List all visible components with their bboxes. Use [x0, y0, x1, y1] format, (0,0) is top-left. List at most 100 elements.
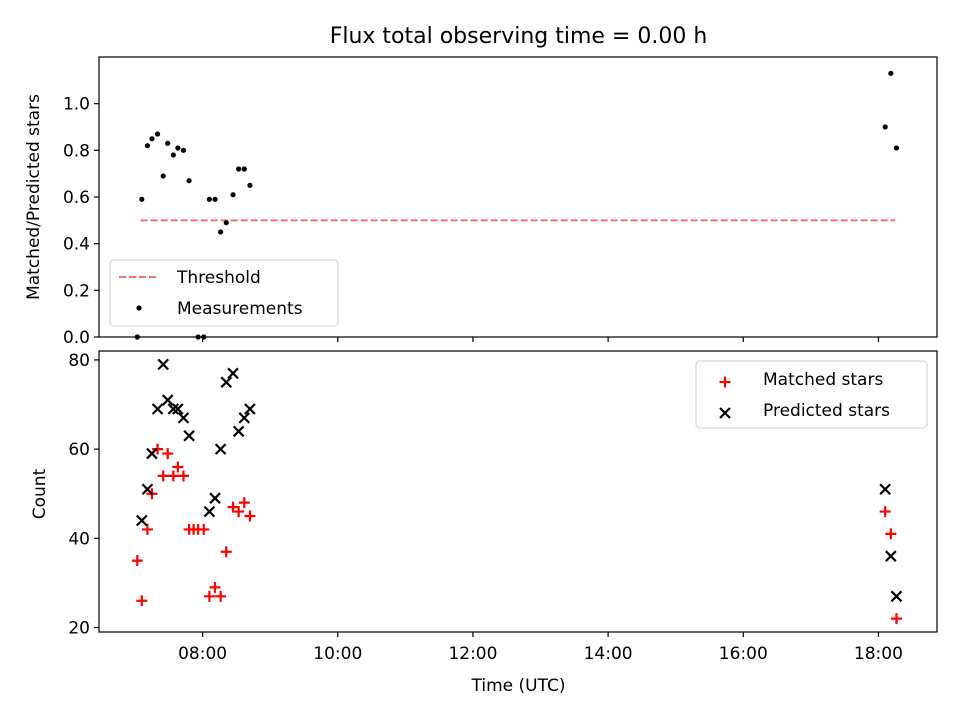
measurements-point	[139, 196, 145, 202]
matched-stars-point	[203, 590, 215, 602]
legend-matched-stars-swatch	[719, 376, 731, 388]
legend: Matched stars Predicted stars	[695, 360, 928, 429]
predicted-stars-point	[227, 367, 239, 380]
x-tick-label: 12:00	[448, 644, 497, 664]
matched-stars-point	[152, 443, 164, 455]
matched-stars-point	[131, 555, 143, 567]
matched-stars-point	[136, 595, 148, 607]
predicted-stars-point	[220, 376, 233, 388]
measurements-point	[212, 196, 218, 202]
predicted-stars-point	[146, 447, 158, 460]
y-tick-label: 0.0	[63, 328, 90, 348]
plot-area-frame	[98, 350, 938, 633]
matched-stars-point	[227, 501, 239, 513]
matched-stars-point	[198, 523, 210, 535]
measurements-point	[230, 192, 236, 198]
measurements-point	[206, 196, 212, 202]
measurements-point	[149, 136, 155, 142]
legend-measurements-swatch	[136, 305, 142, 311]
predicted-stars-point	[141, 483, 154, 496]
measurements-point	[223, 220, 229, 226]
x-tick-label: 14:00	[584, 644, 633, 664]
matched-stars-point	[890, 613, 902, 625]
y-tick-label: 80	[68, 351, 90, 371]
y-tick-label: 60	[68, 440, 90, 460]
predicted-stars-point	[244, 403, 256, 415]
count-panel-y-label: Count	[30, 468, 50, 519]
measurements-point	[160, 173, 166, 179]
x-axis-label: Time (UTC)	[471, 676, 566, 696]
measurements-point	[134, 334, 140, 340]
y-tick-label: 20	[68, 619, 90, 639]
legend-box	[695, 360, 928, 429]
y-tick-label: 0.6	[63, 188, 90, 208]
predicted-stars-point	[238, 412, 251, 424]
y-tick-label: 0.8	[63, 141, 90, 161]
predicted-stars-point	[167, 403, 180, 415]
legend-predicted-stars-label: Predicted stars	[763, 401, 890, 421]
measurements-point	[888, 70, 894, 76]
measurements-point	[154, 131, 161, 137]
legend-threshold-label: Threshold	[176, 268, 261, 288]
chart-title: Flux total observing time = 0.00 h	[330, 24, 708, 49]
legend-measurements-label: Measurements	[177, 299, 303, 319]
predicted-stars-point	[209, 492, 221, 504]
predicted-stars-point	[151, 403, 164, 415]
measurements-point	[175, 145, 181, 151]
x-tick-label: 16:00	[719, 644, 768, 664]
y-tick-label: 40	[68, 529, 90, 549]
y-tick-label: 0.4	[63, 235, 90, 255]
y-tick-label: 1.0	[63, 95, 90, 115]
matched-stars-point	[157, 470, 169, 482]
predicted-stars-point	[177, 412, 190, 424]
measurements-point	[201, 334, 207, 340]
predicted-stars-point	[890, 590, 903, 603]
matched-stars-point	[141, 523, 153, 535]
x-tick-label: 10:00	[313, 644, 362, 664]
predicted-stars-point	[157, 358, 169, 371]
matched-stars-point	[162, 448, 174, 460]
legend-box	[109, 259, 339, 327]
measurements-point	[144, 143, 151, 149]
ratio-panel-y-label: Matched/Predicted stars	[24, 94, 44, 300]
y-tick-label: 0.2	[63, 281, 90, 301]
measurements-point	[893, 145, 900, 151]
predicted-stars-point	[203, 505, 216, 518]
matched-stars-point	[215, 590, 227, 602]
matched-stars-point	[177, 470, 189, 482]
predicted-stars-point	[161, 394, 174, 406]
measurements-point	[236, 166, 242, 172]
predicted-stars-point	[885, 550, 897, 562]
predicted-stars-point	[879, 483, 891, 496]
matched-stars-point	[244, 510, 256, 522]
measurements-point	[195, 334, 201, 340]
matched-stars-point	[238, 497, 250, 509]
legend-predicted-stars-swatch	[719, 407, 731, 419]
predicted-stars-point	[214, 443, 227, 455]
x-tick-label: 08:00	[178, 644, 227, 664]
legend-matched-stars-label: Matched stars	[763, 370, 883, 390]
x-tick-label: 18:00	[854, 644, 903, 664]
predicted-stars-point	[172, 403, 184, 415]
predicted-stars-point	[232, 425, 245, 438]
measurements-point	[170, 152, 176, 158]
matched-stars-point	[233, 506, 245, 518]
measurements-point	[247, 182, 253, 188]
matched-stars-point	[879, 506, 891, 518]
measurements-point	[180, 147, 187, 153]
matched-stars-point	[885, 528, 897, 540]
measurements-point	[186, 178, 192, 184]
predicted-stars-point	[183, 429, 195, 442]
matched-stars-point	[167, 470, 179, 482]
matched-stars-point	[209, 581, 221, 593]
matched-stars-point	[172, 461, 184, 473]
measurements-point	[165, 140, 171, 146]
matched-stars-point	[220, 546, 232, 558]
measurements-point	[218, 229, 224, 235]
measurements-point	[882, 124, 888, 130]
count-panel: Count Time (UTC) 20 40 60 80 08:00 10:00 12:00…	[30, 350, 938, 696]
ratio-panel: Matched/Predicted stars 0.0 0.2 0.4 0.6 0.8 1…	[24, 56, 938, 348]
legend: Threshold Measurements	[109, 259, 339, 327]
